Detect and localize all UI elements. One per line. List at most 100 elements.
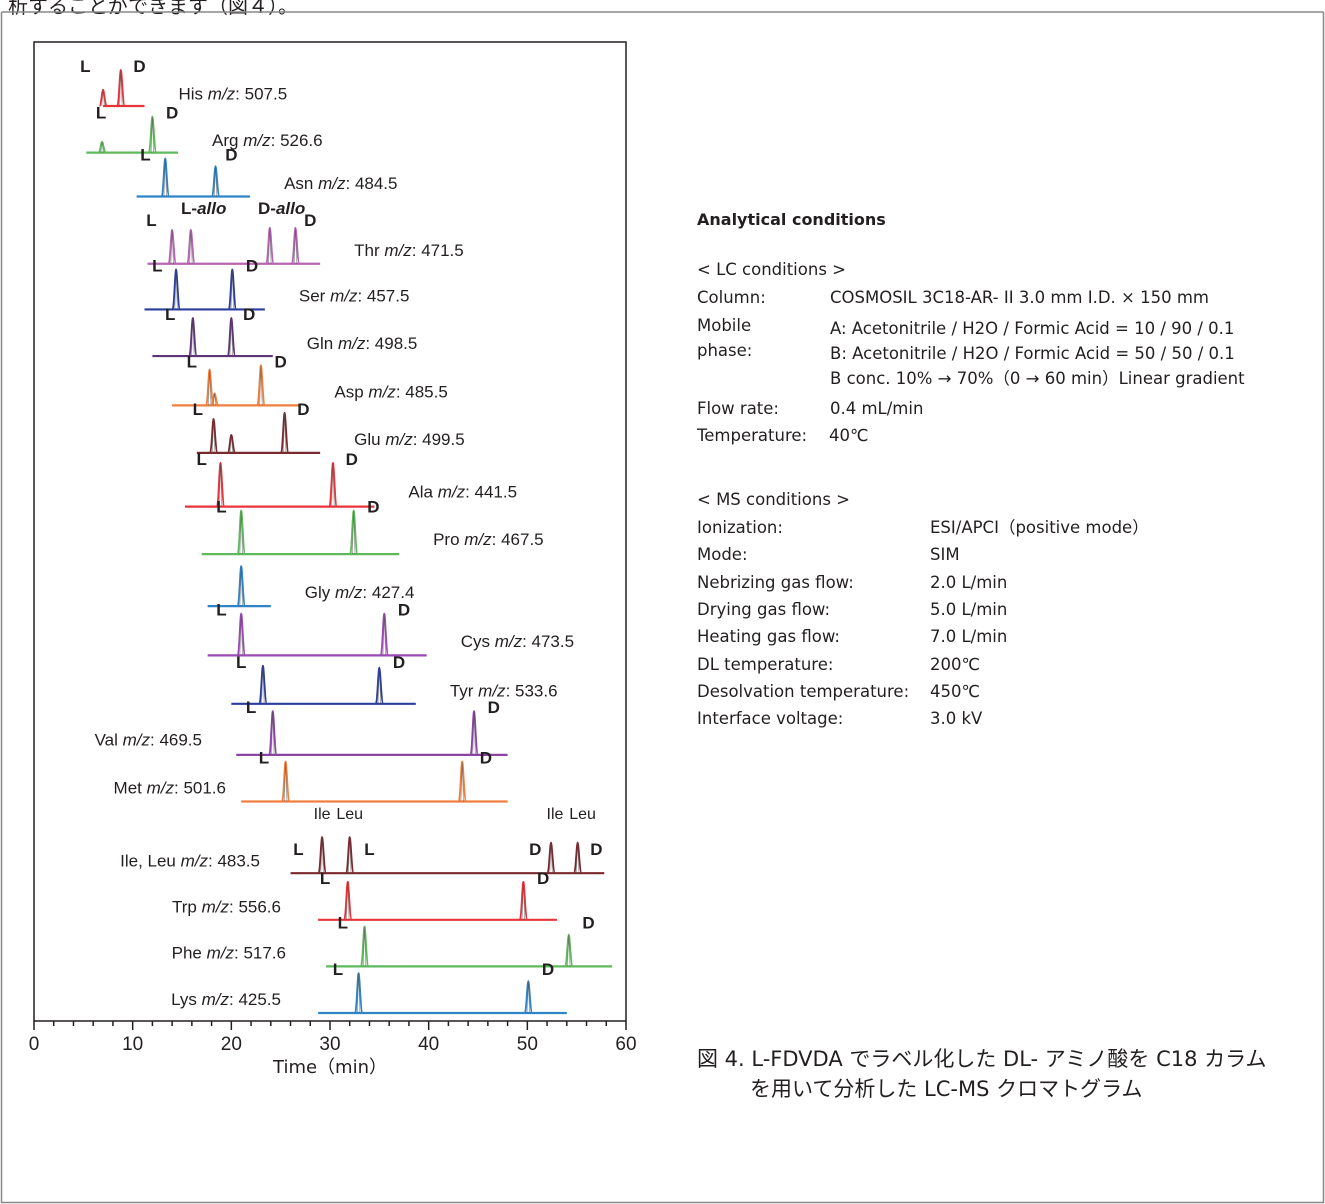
column-label: Column: <box>697 288 766 307</box>
peak-label: L <box>216 601 226 620</box>
ms-row-label: Ionization: <box>697 518 783 537</box>
ms-row-value: 3.0 kV <box>930 709 983 729</box>
ms-row-label: DL temperature: <box>697 654 834 674</box>
trace-peak <box>564 933 574 968</box>
x-tick-label: 10 <box>122 1034 143 1055</box>
peak-label: D <box>537 869 549 888</box>
compound-label: His m/z: 507.5 <box>179 84 288 103</box>
trace-peak-core <box>174 270 178 310</box>
compound-label: Thr m/z: 471.5 <box>354 241 464 260</box>
peak-label: Leu <box>569 806 596 823</box>
x-tick-label: 20 <box>221 1034 242 1055</box>
ms-row-value: 450℃ <box>930 681 981 701</box>
trace-peak <box>186 228 196 265</box>
column-value: COSMOSIL 3C18-AR- II 3.0 mm I.D. × 150 m… <box>830 288 1209 307</box>
trace-peak-core <box>100 141 104 153</box>
peak-label: L <box>80 57 90 76</box>
trace-peak <box>160 157 171 198</box>
peak-label: L <box>333 960 343 979</box>
trace-peak <box>280 412 290 454</box>
trace-peak <box>226 433 237 454</box>
peak-label: L <box>293 840 303 859</box>
peak-label: L <box>320 869 330 888</box>
ms-row-value: 5.0 L/min <box>930 599 1008 619</box>
peak-label: D <box>166 104 178 123</box>
trace-peak-core <box>191 318 195 357</box>
ms-row-label: Mode: <box>697 545 748 565</box>
trace-peak <box>291 226 301 265</box>
trace-peak-core <box>213 166 218 197</box>
trace-peak <box>265 226 275 265</box>
peak-label: L <box>140 146 150 165</box>
trace-peak-core <box>170 230 174 264</box>
compound-label: Glu m/z: 499.5 <box>354 430 465 449</box>
x-axis-label: Time（min） <box>272 1057 387 1078</box>
header-fragment: 析することができます（図４）。 <box>8 0 298 18</box>
trace-peak <box>573 841 583 875</box>
peak-label: D <box>243 305 255 324</box>
ms-row-value: SIM <box>930 545 960 565</box>
trace-peak-core <box>356 973 361 1014</box>
peak-label: D <box>275 352 287 371</box>
trace-peak-core <box>229 435 234 453</box>
trace-peak <box>523 980 534 1014</box>
trace-peak <box>236 565 247 608</box>
flow-label: Flow rate: <box>697 399 779 418</box>
trace-peak-core <box>218 463 223 507</box>
peak-label: D <box>304 211 316 230</box>
peak-label: L <box>96 104 106 123</box>
trace-peak-core <box>331 463 335 507</box>
trace-peak <box>236 509 247 556</box>
trace-peak <box>236 612 247 657</box>
ms-row-value: 200℃ <box>930 654 981 674</box>
peak-label: D <box>225 146 237 165</box>
peak-label: D <box>488 698 500 717</box>
peak-label: L <box>152 257 162 276</box>
x-tick-label: 0 <box>29 1034 40 1055</box>
trace-peak-core <box>320 837 324 874</box>
trace-peak-core <box>549 843 553 874</box>
compound-label: Trp m/z: 556.6 <box>172 897 281 916</box>
peak-label: L <box>187 352 197 371</box>
compound-label: Ile, Leu m/z: 483.5 <box>120 852 260 871</box>
ms-row-label: Heating gas flow: <box>697 627 840 647</box>
figure-caption-line1: 図 4. L-FDVDA でラベル化した DL- アミノ酸を C18 カラム <box>697 1047 1267 1071</box>
trace-peak-core <box>377 668 382 704</box>
trace-peak <box>226 317 237 357</box>
peak-label: D <box>133 57 145 76</box>
ms-header: < MS conditions > <box>697 490 850 509</box>
peak-label: D <box>367 497 379 516</box>
peak-label: D <box>398 601 410 620</box>
trace-peak <box>268 710 278 756</box>
temp-value: 40℃ <box>829 426 869 445</box>
compound-label: Met m/z: 501.6 <box>114 779 226 798</box>
trace-peak-core <box>352 511 356 555</box>
trace-peak-core <box>207 370 212 406</box>
x-tick-label: 50 <box>517 1034 538 1055</box>
trace-peak-core <box>348 837 352 874</box>
x-tick-label: 60 <box>615 1034 636 1055</box>
peak-label: D <box>393 653 405 672</box>
trace-peak <box>518 880 529 921</box>
x-tick-label: 30 <box>319 1034 340 1055</box>
trace-peak-core <box>526 981 530 1014</box>
trace-peak <box>546 841 556 875</box>
lc-header: < LC conditions > <box>697 260 846 279</box>
peak-label: L-allo <box>181 199 226 218</box>
trace-peak-core <box>362 927 367 967</box>
trace-peak-core <box>271 712 275 755</box>
peak-label: D <box>529 840 541 859</box>
trace-peak-core <box>346 882 350 920</box>
trace-peak-core <box>293 228 298 264</box>
compound-label: Ser m/z: 457.5 <box>299 286 410 305</box>
peak-label: D <box>246 257 258 276</box>
trace-peak <box>188 317 198 357</box>
trace-peak <box>281 760 291 803</box>
trace-peak-core <box>150 117 155 153</box>
trace-peak-core <box>239 614 243 656</box>
peak-label: L <box>193 400 203 419</box>
compound-label: Val m/z: 469.5 <box>95 731 202 750</box>
trace-peak-core <box>575 843 580 874</box>
trace-peak-core <box>211 419 216 453</box>
